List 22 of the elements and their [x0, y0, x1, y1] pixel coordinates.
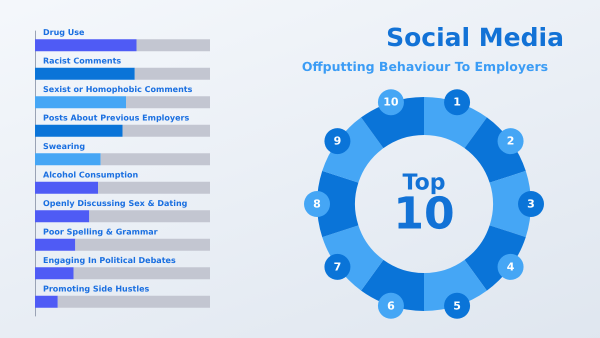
category-label: 4: [506, 260, 515, 274]
category-label: 1: [453, 96, 461, 109]
text: Social Media: [386, 23, 564, 52]
y-tick-label: Racist Comments: [43, 56, 122, 66]
category-label: 2: [506, 134, 514, 148]
category-label: 5: [453, 299, 461, 312]
y-tick-label: Engaging In Political Debates: [43, 256, 176, 265]
category-label: 3: [527, 198, 535, 210]
y-tick-label: Poor Spelling & Grammar: [43, 227, 158, 236]
y-tick-label: Openly Discussing Sex & Dating: [43, 198, 188, 208]
category-label: 6: [387, 299, 396, 312]
y-tick-label: Swearing: [43, 142, 86, 151]
category-label: 9: [334, 134, 342, 148]
category-label: 8: [313, 198, 321, 210]
category-label: 7: [334, 260, 342, 274]
y-tick-label: Drug Use: [43, 28, 86, 37]
text: Offputting Behaviour To Employers: [302, 59, 548, 74]
text: 10: [383, 96, 399, 109]
y-tick-label: Promoting Side Hustles: [43, 284, 150, 294]
y-tick-label: Sexist or Homophobic Comments: [43, 84, 193, 94]
y-tick-label: Posts About Previous Employers: [43, 113, 190, 122]
y-tick-label: Alcohol Consumption: [43, 170, 139, 180]
